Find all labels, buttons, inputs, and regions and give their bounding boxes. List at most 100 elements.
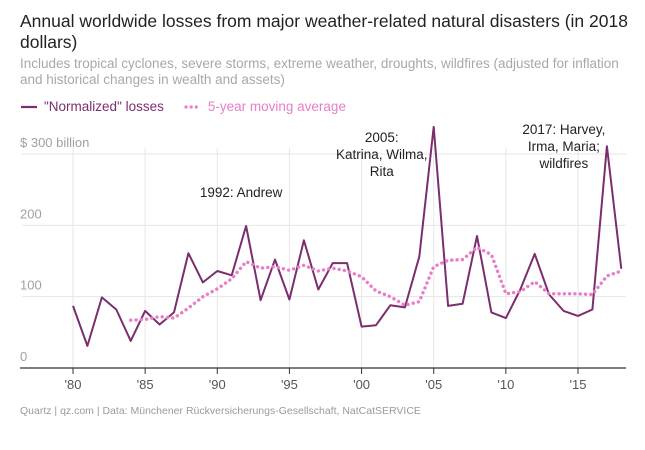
chart-subtitle: Includes tropical cyclones, severe storm… (20, 56, 619, 87)
data-point-moving-average (375, 290, 376, 291)
data-point-moving-average (202, 296, 203, 297)
data-point-normalized (101, 297, 102, 298)
data-point-moving-average (577, 293, 578, 294)
annotation-2005: Katrina, Wilma, (336, 147, 428, 162)
y-axis-labels: 0 100 200 $ 300 billion (20, 135, 89, 364)
data-point-moving-average (145, 319, 146, 320)
data-point-moving-average (361, 276, 362, 277)
gridlines (22, 148, 626, 368)
data-point-normalized (246, 225, 247, 226)
data-point-normalized (87, 345, 88, 346)
y-tick-label: 0 (20, 349, 27, 364)
legend-label-moving-average: 5-year moving average (207, 99, 346, 114)
y-tick-label: $ 300 billion (20, 135, 89, 150)
data-point-moving-average (549, 293, 550, 294)
data-point-moving-average (318, 270, 319, 271)
legend: "Normalized" losses 5-year moving averag… (20, 99, 366, 114)
data-point-moving-average (462, 259, 463, 260)
data-point-moving-average (476, 247, 477, 248)
data-point-normalized (563, 310, 564, 311)
data-point-normalized (231, 275, 232, 276)
series-line-moving-average (128, 245, 623, 322)
data-point-normalized (202, 282, 203, 283)
data-point-normalized (159, 324, 160, 325)
data-point-normalized (606, 146, 607, 147)
data-point-normalized (592, 309, 593, 310)
data-point-normalized (318, 289, 319, 290)
annotations-layer: 1992: Andrew 2005: Katrina, Wilma, Rita 2017… (200, 122, 606, 200)
data-point-moving-average (433, 266, 434, 267)
data-point-moving-average (231, 278, 232, 279)
data-point-moving-average (159, 316, 160, 317)
data-point-normalized (476, 235, 477, 236)
annotation-2017: 2017: Harvey, (522, 122, 605, 137)
data-point-moving-average (404, 305, 405, 306)
x-tick-label: '95 (281, 377, 298, 392)
x-tick-label: '90 (209, 377, 226, 392)
data-point-normalized (448, 305, 449, 306)
data-point-moving-average (491, 254, 492, 255)
annotation-2005: Rita (370, 164, 394, 179)
data-point-moving-average (592, 294, 593, 295)
data-point-normalized (404, 307, 405, 308)
data-point-normalized (505, 317, 506, 318)
data-point-moving-average (520, 291, 521, 292)
data-point-moving-average (260, 268, 261, 269)
data-point-normalized (419, 256, 420, 257)
x-tick-label: '10 (497, 377, 514, 392)
data-point-moving-average (347, 270, 348, 271)
data-point-moving-average (246, 261, 247, 262)
x-tick-label: '80 (65, 377, 82, 392)
data-point-moving-average (217, 288, 218, 289)
x-tick-label: '15 (570, 377, 587, 392)
data-point-normalized (361, 326, 362, 327)
data-point-moving-average (332, 268, 333, 269)
data-point-moving-average (606, 275, 607, 276)
data-point-normalized (116, 309, 117, 310)
data-point-normalized (520, 289, 521, 290)
data-point-normalized (462, 303, 463, 304)
x-tick-label: '85 (137, 377, 154, 392)
chart-title: Annual worldwide losses from major weath… (20, 11, 628, 52)
annotation-2005: 2005: (365, 130, 399, 145)
series-line-normalized (72, 125, 623, 347)
data-point-normalized (72, 305, 73, 306)
legend-label-normalized: "Normalized" losses (44, 99, 164, 114)
data-point-normalized (375, 325, 376, 326)
source-credit: Quartz | qz.com | Data: Münchener Rückve… (20, 405, 421, 417)
data-point-normalized (390, 305, 391, 306)
data-point-normalized (274, 259, 275, 260)
data-point-moving-average (505, 293, 506, 294)
data-point-moving-average (390, 296, 391, 297)
x-axis: '80 '85 '90 '95 '00 '05 '10 '15 (20, 367, 626, 392)
x-tick-label: '00 (353, 377, 370, 392)
data-point-normalized (621, 268, 622, 269)
data-point-normalized (347, 263, 348, 264)
data-point-moving-average (289, 270, 290, 271)
data-point-normalized (145, 310, 146, 311)
legend-item-normalized: "Normalized" losses (20, 99, 164, 114)
data-point-moving-average (188, 307, 189, 308)
data-point-normalized (173, 312, 174, 313)
data-point-moving-average (563, 293, 564, 294)
data-point-normalized (332, 263, 333, 264)
x-tick-label: '05 (425, 377, 442, 392)
data-point-moving-average (303, 265, 304, 266)
data-point-normalized (260, 300, 261, 301)
data-point-normalized (289, 299, 290, 300)
data-point-normalized (534, 253, 535, 254)
annotation-1992: 1992: Andrew (200, 185, 283, 200)
y-tick-label: 100 (20, 278, 42, 293)
data-point-moving-average (534, 281, 535, 282)
y-tick-label: 200 (20, 206, 42, 221)
data-point-normalized (188, 253, 189, 254)
legend-swatch-solid (21, 105, 37, 108)
data-point-normalized (577, 315, 578, 316)
data-point-moving-average (130, 320, 131, 321)
data-point-normalized (433, 126, 434, 127)
data-point-moving-average (621, 270, 622, 271)
data-point-normalized (491, 312, 492, 313)
data-point-normalized (130, 340, 131, 341)
